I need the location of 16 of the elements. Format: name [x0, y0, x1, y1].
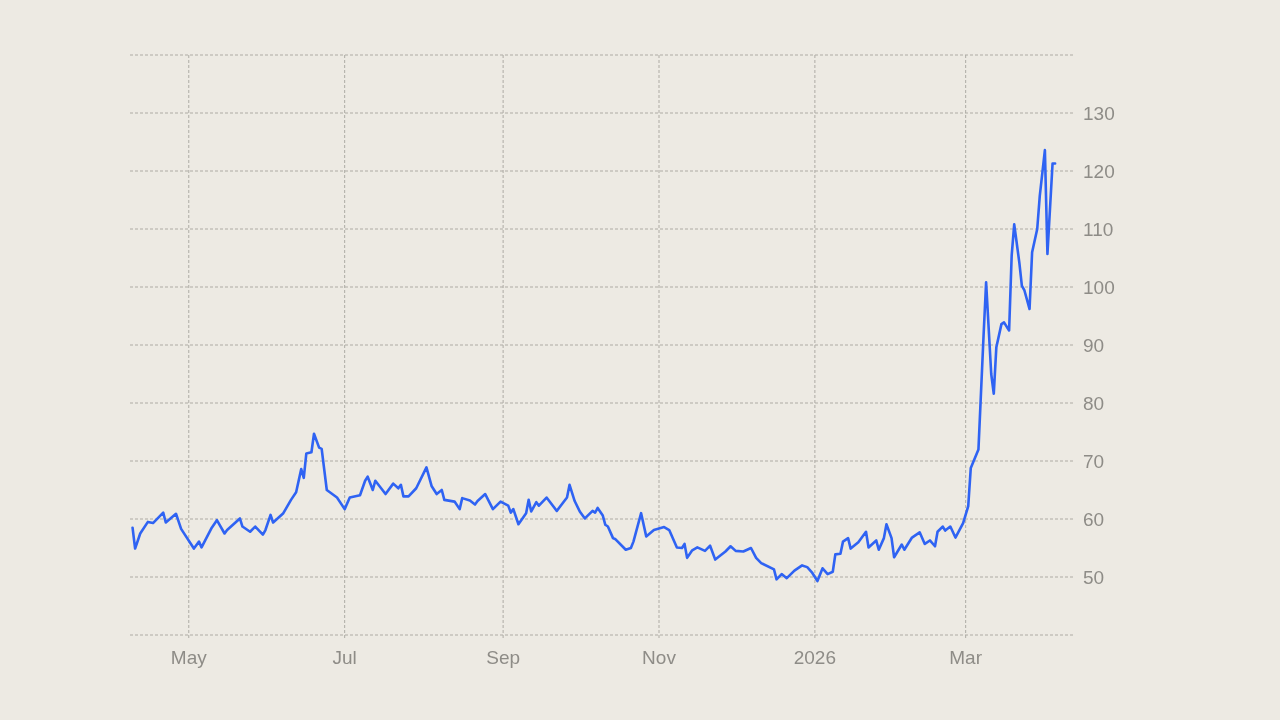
y-tick-label: 60: [1083, 508, 1105, 530]
y-tick-label: 110: [1083, 218, 1114, 240]
x-tick-label: 2026: [793, 646, 837, 668]
x-tick-label: Sep: [486, 646, 521, 668]
y-tick-label: 100: [1083, 276, 1115, 298]
y-tick-label: 130: [1083, 102, 1115, 124]
x-tick-label: May: [170, 646, 208, 668]
line-series: [131, 148, 1057, 583]
y-tick-label: 70: [1083, 450, 1105, 472]
y-tick-label: 50: [1083, 566, 1105, 588]
y-tick-label: 80: [1083, 392, 1105, 414]
x-tick-label: Mar: [949, 646, 983, 668]
y-tick-label: 120: [1083, 160, 1115, 182]
x-tick-label: Jul: [332, 646, 357, 668]
x-tick-label: Nov: [642, 646, 677, 668]
y-tick-label: 90: [1083, 334, 1105, 356]
